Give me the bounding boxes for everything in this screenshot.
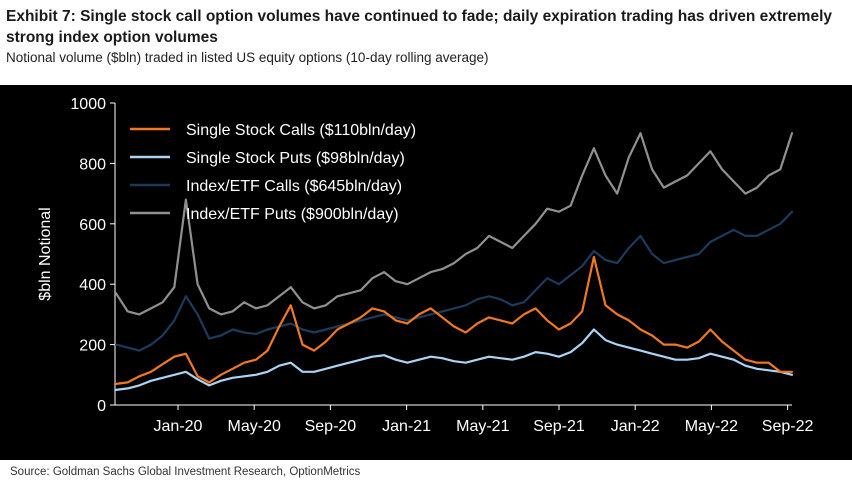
chart-axes: 0 200 400 600 800 1000 $bln Notional Jan-20 May-… <box>37 96 813 435</box>
x-tick-label: Sep-20 <box>305 418 357 435</box>
y-tick-label: 800 <box>79 156 106 173</box>
y-tick-label: 1000 <box>70 96 106 113</box>
x-tick-label: Sep-21 <box>533 418 585 435</box>
x-tick-label: May-21 <box>456 418 509 435</box>
chart-header: Exhibit 7: Single stock call option volu… <box>6 6 846 67</box>
line-chart: 0 200 400 600 800 1000 $bln Notional Jan-20 May-… <box>37 96 813 435</box>
series-line-1 <box>114 255 794 385</box>
chart-panel: 0 200 400 600 800 1000 $bln Notional Jan-20 May-… <box>0 85 852 460</box>
x-tick-label: Jan-22 <box>611 418 660 435</box>
source-note: Source: Goldman Sachs Global Investment … <box>10 466 361 478</box>
y-tick-label: 600 <box>79 217 106 234</box>
chart-title: Exhibit 7: Single stock call option volu… <box>6 8 832 46</box>
chart-legend: Single Stock Calls ($110bln/day) Single S… <box>130 122 416 223</box>
series-line-4 <box>114 132 794 316</box>
chart-subtitle: Notional volume ($bln) traded in listed … <box>6 50 489 65</box>
series-line-2 <box>114 328 794 391</box>
legend-label: Index/ETF Puts ($900bln/day) <box>186 206 399 223</box>
x-tick-label: May-20 <box>228 418 281 435</box>
legend-label: Single Stock Puts ($98bln/day) <box>186 150 405 167</box>
chart-series <box>114 132 794 391</box>
legend-label: Single Stock Calls ($110bln/day) <box>186 122 416 139</box>
legend-label: Index/ETF Calls ($645bln/day) <box>186 178 402 195</box>
x-tick-label: May-22 <box>685 418 738 435</box>
series-line-3 <box>114 210 794 352</box>
x-tick-label: Jan-21 <box>382 418 431 435</box>
x-tick-label: Jan-20 <box>154 418 203 435</box>
y-axis-label: $bln Notional <box>37 207 54 300</box>
y-tick-label: 400 <box>79 277 106 294</box>
x-tick-label: Sep-22 <box>762 418 814 435</box>
y-tick-label: 0 <box>97 398 106 415</box>
y-tick-label: 200 <box>79 338 106 355</box>
